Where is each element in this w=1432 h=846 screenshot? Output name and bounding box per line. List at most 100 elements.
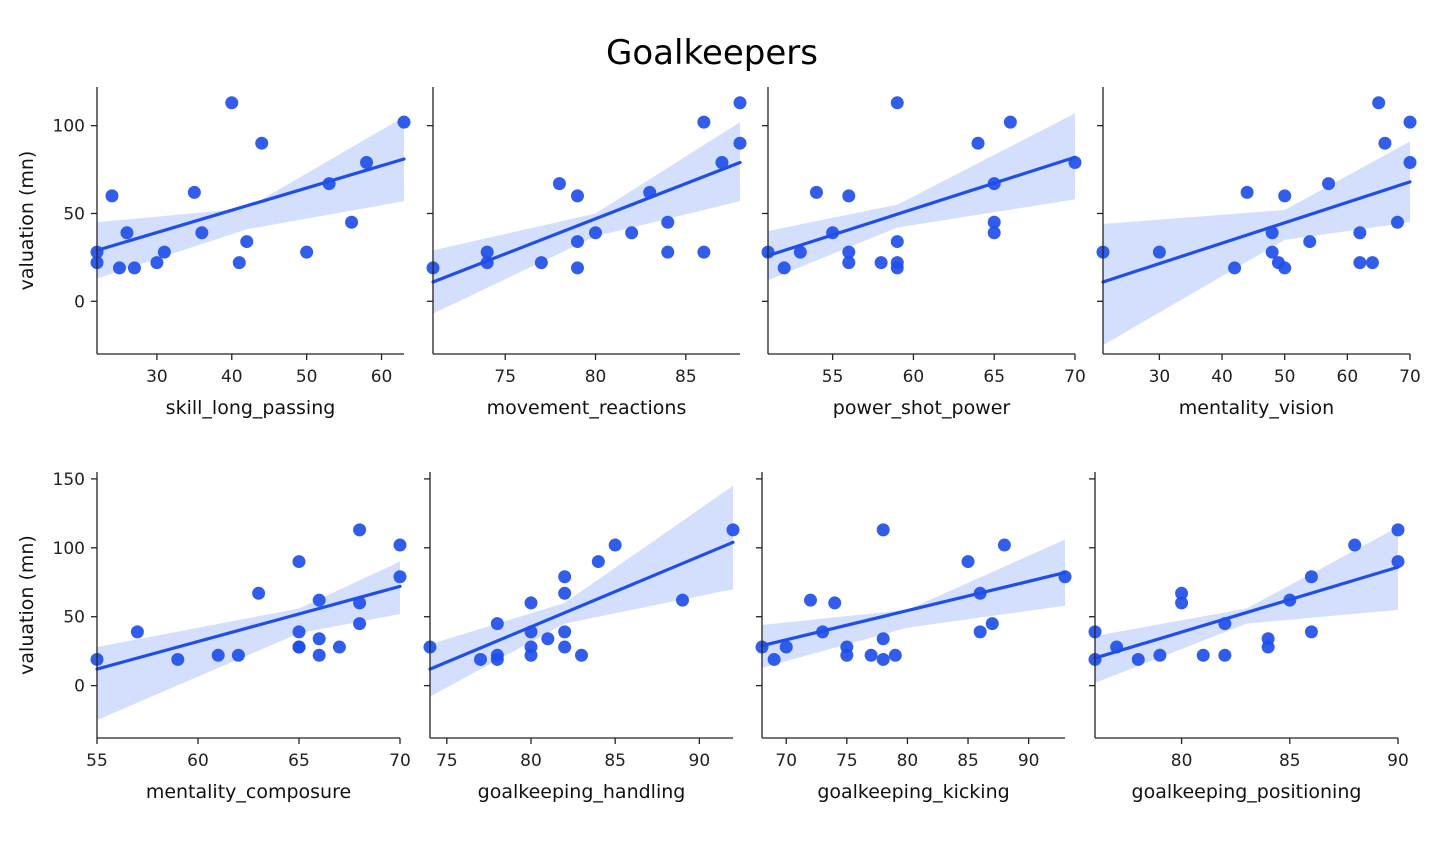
data-point bbox=[570, 261, 584, 275]
data-point bbox=[345, 215, 359, 229]
x-axis-label: mentality_composure bbox=[146, 781, 351, 803]
y-tick-label: 100 bbox=[53, 539, 85, 559]
confidence-band bbox=[1095, 527, 1398, 683]
data-point bbox=[1175, 596, 1189, 610]
data-point bbox=[876, 652, 890, 666]
y-axis-label: valuation (mn) bbox=[16, 151, 38, 291]
data-point bbox=[120, 226, 134, 240]
data-point bbox=[809, 185, 823, 199]
data-point bbox=[985, 617, 999, 631]
data-point bbox=[541, 632, 555, 646]
y-tick-label: 50 bbox=[63, 608, 85, 628]
data-point bbox=[393, 570, 407, 584]
x-tick-label: 60 bbox=[187, 751, 209, 771]
x-tick-label: 85 bbox=[675, 367, 697, 387]
x-tick-label: 30 bbox=[1149, 367, 1171, 387]
data-point bbox=[971, 136, 985, 150]
x-tick-label: 75 bbox=[494, 367, 516, 387]
x-tick-label: 75 bbox=[436, 751, 458, 771]
x-tick-label: 55 bbox=[86, 751, 108, 771]
regression-line bbox=[428, 540, 735, 671]
data-point bbox=[608, 538, 622, 552]
regression-line bbox=[1101, 180, 1412, 284]
data-point bbox=[1303, 235, 1317, 249]
data-point bbox=[874, 256, 888, 270]
data-point bbox=[1304, 625, 1318, 639]
data-point bbox=[1378, 136, 1392, 150]
y-tick-label: 150 bbox=[53, 470, 85, 490]
data-point bbox=[558, 586, 572, 600]
data-point bbox=[625, 226, 639, 240]
data-point bbox=[300, 245, 314, 259]
data-point bbox=[1372, 96, 1386, 110]
data-point bbox=[840, 648, 854, 662]
x-tick-label: 75 bbox=[836, 751, 858, 771]
data-point bbox=[876, 632, 890, 646]
y-tick-label: 0 bbox=[74, 292, 85, 312]
data-point bbox=[112, 261, 126, 275]
data-point bbox=[876, 523, 890, 537]
y-tick-label: 0 bbox=[74, 677, 85, 697]
data-point bbox=[1240, 185, 1254, 199]
x-tick-label: 50 bbox=[1274, 367, 1296, 387]
data-point bbox=[697, 115, 711, 129]
data-point bbox=[332, 640, 346, 654]
data-point bbox=[733, 96, 747, 110]
data-point bbox=[1278, 261, 1292, 275]
data-point bbox=[1265, 245, 1279, 259]
x-axis-label: skill_long_passing bbox=[166, 397, 336, 419]
data-point bbox=[127, 261, 141, 275]
facet-panel-5: 55 60 65 70 0 50 100 150 mentality_composure valu… bbox=[16, 470, 411, 803]
data-point bbox=[130, 625, 144, 639]
x-tick-label: 90 bbox=[1018, 751, 1040, 771]
data-point bbox=[292, 555, 306, 569]
data-point bbox=[1153, 648, 1167, 662]
x-tick-label: 80 bbox=[585, 367, 607, 387]
data-point bbox=[697, 245, 711, 259]
x-axis-label: movement_reactions bbox=[487, 397, 687, 419]
data-point bbox=[558, 625, 572, 639]
data-point bbox=[973, 625, 987, 639]
data-point bbox=[187, 185, 201, 199]
facet-panel-1: 30 40 50 60 0 50 100 skill_long_passing valuatio… bbox=[16, 87, 411, 419]
data-point bbox=[1278, 189, 1292, 203]
facet-panel-7: 70 75 80 85 90 goalkeeping_kicking bbox=[755, 472, 1072, 803]
data-point bbox=[1390, 215, 1404, 229]
data-point bbox=[1391, 555, 1405, 569]
data-point bbox=[676, 593, 689, 607]
data-point bbox=[890, 96, 904, 110]
x-tick-label: 80 bbox=[897, 751, 919, 771]
x-tick-label: 70 bbox=[775, 751, 797, 771]
data-point bbox=[1403, 115, 1417, 129]
data-point bbox=[312, 648, 326, 662]
data-point bbox=[779, 640, 793, 654]
regression-line bbox=[766, 155, 1077, 258]
data-point bbox=[589, 226, 603, 240]
data-point bbox=[252, 586, 266, 600]
x-tick-label: 85 bbox=[604, 751, 626, 771]
y-tick-label: 50 bbox=[63, 204, 85, 224]
data-point bbox=[570, 235, 584, 249]
x-axis-label: mentality_vision bbox=[1179, 397, 1334, 419]
x-axis-label: goalkeeping_kicking bbox=[817, 781, 1009, 803]
data-point bbox=[534, 256, 548, 270]
data-point bbox=[393, 538, 407, 552]
x-tick-label: 60 bbox=[371, 367, 393, 387]
data-point bbox=[1348, 538, 1362, 552]
y-axis-label: valuation (mn) bbox=[16, 535, 38, 675]
data-point bbox=[524, 648, 538, 662]
data-point bbox=[842, 189, 856, 203]
data-point bbox=[105, 189, 119, 203]
data-point bbox=[1152, 245, 1166, 259]
facet-panel-8: 80 85 90 goalkeeping_positioning bbox=[1088, 472, 1409, 803]
data-point bbox=[997, 538, 1011, 552]
x-tick-label: 90 bbox=[689, 751, 711, 771]
x-tick-label: 40 bbox=[221, 367, 243, 387]
x-tick-label: 40 bbox=[1211, 367, 1233, 387]
data-point bbox=[987, 226, 1001, 240]
facet-grid: 30 40 50 60 0 50 100 skill_long_passing valuatio… bbox=[16, 87, 1421, 803]
data-point bbox=[591, 555, 605, 569]
data-point bbox=[726, 523, 740, 537]
